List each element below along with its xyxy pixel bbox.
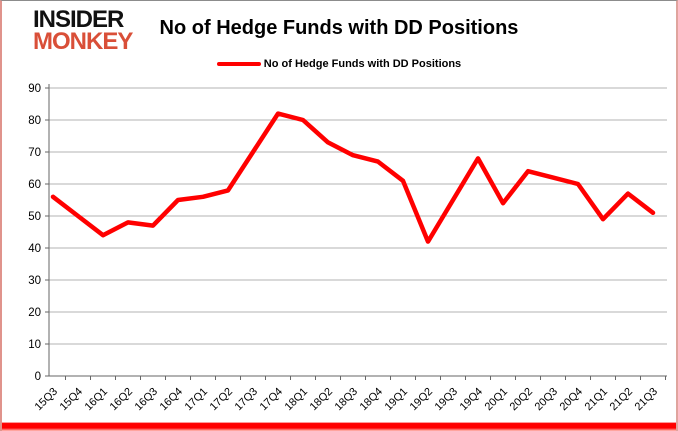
x-tick-label: 17Q1: [183, 386, 211, 414]
x-tick-label: 18Q4: [358, 386, 386, 414]
chart-legend: No of Hedge Funds with DD Positions: [2, 58, 676, 70]
x-tick-label: 19Q2: [408, 386, 436, 414]
x-tick-label: 18Q3: [333, 386, 361, 414]
x-tick-label: 18Q1: [283, 386, 311, 414]
legend-label: No of Hedge Funds with DD Positions: [263, 58, 462, 70]
y-tick-label: 90: [28, 83, 41, 95]
logo-line2: MONKEY: [33, 28, 133, 56]
y-tick-label: 20: [28, 307, 41, 319]
x-tick-label: 16Q1: [83, 386, 111, 414]
y-tick-label: 50: [28, 211, 41, 223]
y-tick-label: 0: [35, 371, 41, 383]
series-line: [50, 111, 656, 244]
y-tick-label: 30: [28, 275, 41, 287]
x-tick-label: 16Q4: [158, 386, 186, 414]
x-tick-label: 17Q4: [258, 386, 286, 414]
y-tick-label: 70: [28, 147, 41, 159]
x-tick-label: 21Q2: [608, 386, 636, 414]
x-tick-label: 19Q4: [458, 386, 486, 414]
y-tick-label: 40: [28, 243, 41, 255]
x-tick-label: 17Q2: [208, 386, 236, 414]
x-tick-label: 16Q2: [108, 386, 136, 414]
line-chart: 010203040506070809015Q315Q416Q116Q216Q31…: [28, 83, 667, 414]
x-tick-label: 18Q2: [308, 386, 336, 414]
x-tick-label: 21Q3: [633, 386, 661, 414]
x-tick-label: 19Q1: [383, 386, 411, 414]
x-tick-label: 21Q1: [583, 386, 611, 414]
chart-title: No of Hedge Funds with DD Positions: [159, 17, 519, 39]
x-tick-label: 20Q3: [533, 386, 561, 414]
y-tick-label: 10: [28, 339, 41, 351]
y-tick-label: 80: [28, 115, 41, 127]
x-tick-label: 20Q2: [508, 386, 536, 414]
x-tick-label: 17Q3: [233, 386, 261, 414]
x-tick-label: 15Q3: [33, 386, 61, 414]
x-tick-label: 16Q3: [133, 386, 161, 414]
x-tick-label: 20Q4: [558, 386, 586, 414]
insider-monkey-logo: INSIDER MONKEY: [33, 6, 133, 56]
y-tick-label: 60: [28, 179, 41, 191]
x-tick-label: 19Q3: [433, 386, 461, 414]
logo-line1: INSIDER: [33, 6, 124, 33]
bottom-red-bar: [2, 420, 676, 431]
x-tick-label: 20Q1: [483, 386, 511, 414]
legend-line-swatch: [216, 62, 261, 66]
x-tick-label: 15Q4: [58, 386, 86, 414]
